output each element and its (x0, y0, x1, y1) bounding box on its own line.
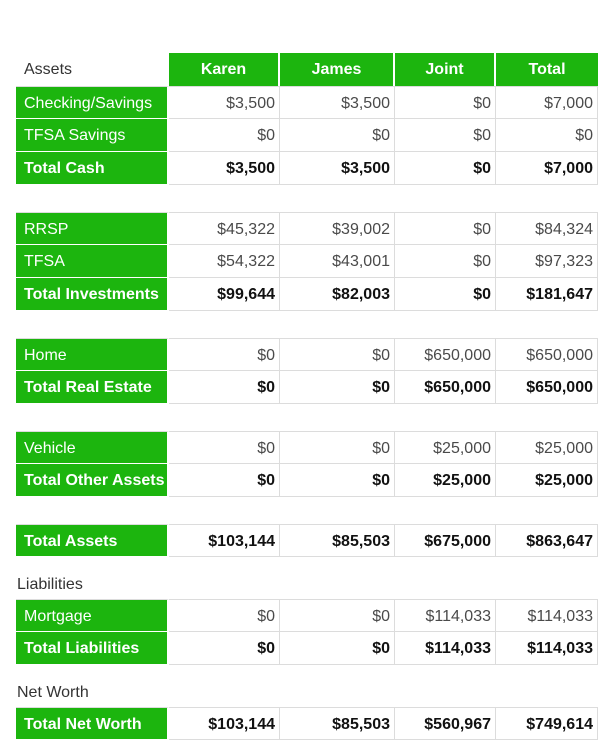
cell-total: $97,323 (496, 245, 598, 278)
table-row: Vehicle $0 $0 $25,000 $25,000 (16, 431, 598, 464)
column-header-james: James (280, 53, 395, 86)
cell-karen: $0 (169, 464, 280, 497)
cell-total: $749,614 (496, 707, 598, 740)
row-label: Total Liabilities (16, 632, 169, 665)
column-header-joint: Joint (395, 53, 496, 86)
cell-total: $181,647 (496, 278, 598, 311)
row-label: Total Other Assets (16, 464, 169, 497)
row-label: Vehicle (16, 431, 169, 464)
cell-total: $84,324 (496, 212, 598, 245)
total-row: Total Other Assets $0 $0 $25,000 $25,000 (16, 464, 598, 497)
cell-joint: $0 (395, 152, 496, 185)
liabilities-section-label: Liabilities (17, 576, 83, 593)
row-label: Checking/Savings (16, 86, 169, 119)
cell-total: $25,000 (496, 431, 598, 464)
row-label: Total Net Worth (16, 707, 169, 740)
cell-joint: $560,967 (395, 707, 496, 740)
cell-total: $863,647 (496, 524, 598, 557)
net-worth-row: Total Net Worth $103,144 $85,503 $560,96… (16, 707, 598, 740)
total-row: Total Liabilities $0 $0 $114,033 $114,03… (16, 632, 598, 665)
row-label: Total Assets (16, 524, 169, 557)
cell-james: $0 (280, 119, 395, 152)
cell-total: $114,033 (496, 632, 598, 665)
column-header-total: Total (496, 53, 598, 86)
cell-total: $650,000 (496, 338, 598, 371)
cell-karen: $0 (169, 632, 280, 665)
row-label: TFSA Savings (16, 119, 169, 152)
cell-james: $0 (280, 464, 395, 497)
row-label: Total Investments (16, 278, 169, 311)
total-row: Total Cash $3,500 $3,500 $0 $7,000 (16, 152, 598, 185)
cell-joint: $0 (395, 119, 496, 152)
cell-james: $0 (280, 431, 395, 464)
cell-karen: $103,144 (169, 707, 280, 740)
cell-james: $0 (280, 371, 395, 404)
cell-james: $43,001 (280, 245, 395, 278)
cell-karen: $3,500 (169, 86, 280, 119)
cell-karen: $3,500 (169, 152, 280, 185)
cell-joint: $0 (395, 212, 496, 245)
cell-james: $3,500 (280, 86, 395, 119)
assets-section-label: Assets (24, 61, 73, 78)
table-row: Checking/Savings $3,500 $3,500 $0 $7,000 (16, 86, 598, 119)
table-row: TFSA $54,322 $43,001 $0 $97,323 (16, 245, 598, 278)
table-header: Assets Karen James Joint Total (16, 53, 598, 86)
cell-james: $3,500 (280, 152, 395, 185)
cell-james: $82,003 (280, 278, 395, 311)
cell-total: $650,000 (496, 371, 598, 404)
cell-joint: $0 (395, 245, 496, 278)
total-assets-row: Total Assets $103,144 $85,503 $675,000 $… (16, 524, 598, 557)
cell-total: $114,033 (496, 599, 598, 632)
cell-joint: $25,000 (395, 464, 496, 497)
cell-karen: $45,322 (169, 212, 280, 245)
cell-joint: $0 (395, 278, 496, 311)
cell-total: $0 (496, 119, 598, 152)
cell-karen: $99,644 (169, 278, 280, 311)
cell-karen: $0 (169, 599, 280, 632)
cell-karen: $0 (169, 119, 280, 152)
cell-joint: $114,033 (395, 632, 496, 665)
row-label: TFSA (16, 245, 169, 278)
cell-james: $39,002 (280, 212, 395, 245)
cell-joint: $650,000 (395, 338, 496, 371)
row-label: Total Real Estate (16, 371, 169, 404)
cell-james: $0 (280, 599, 395, 632)
cell-karen: $0 (169, 431, 280, 464)
total-row: Total Investments $99,644 $82,003 $0 $18… (16, 278, 598, 311)
row-label: Mortgage (16, 599, 169, 632)
cell-james: $85,503 (280, 707, 395, 740)
net-worth-section-label: Net Worth (17, 684, 89, 701)
cell-karen: $0 (169, 338, 280, 371)
table-row: RRSP $45,322 $39,002 $0 $84,324 (16, 212, 598, 245)
cell-joint: $650,000 (395, 371, 496, 404)
cell-joint: $25,000 (395, 431, 496, 464)
cell-total: $7,000 (496, 152, 598, 185)
cell-total: $7,000 (496, 86, 598, 119)
table-row: TFSA Savings $0 $0 $0 $0 (16, 119, 598, 152)
cell-total: $25,000 (496, 464, 598, 497)
cell-joint: $0 (395, 86, 496, 119)
row-label: Total Cash (16, 152, 169, 185)
cell-karen: $54,322 (169, 245, 280, 278)
cell-joint: $675,000 (395, 524, 496, 557)
cell-james: $0 (280, 632, 395, 665)
cell-joint: $114,033 (395, 599, 496, 632)
column-header-karen: Karen (169, 53, 280, 86)
cell-james: $85,503 (280, 524, 395, 557)
cell-james: $0 (280, 338, 395, 371)
table-row: Home $0 $0 $650,000 $650,000 (16, 338, 598, 371)
total-row: Total Real Estate $0 $0 $650,000 $650,00… (16, 371, 598, 404)
table-row: Mortgage $0 $0 $114,033 $114,033 (16, 599, 598, 632)
row-label: RRSP (16, 212, 169, 245)
row-label: Home (16, 338, 169, 371)
cell-karen: $103,144 (169, 524, 280, 557)
cell-karen: $0 (169, 371, 280, 404)
